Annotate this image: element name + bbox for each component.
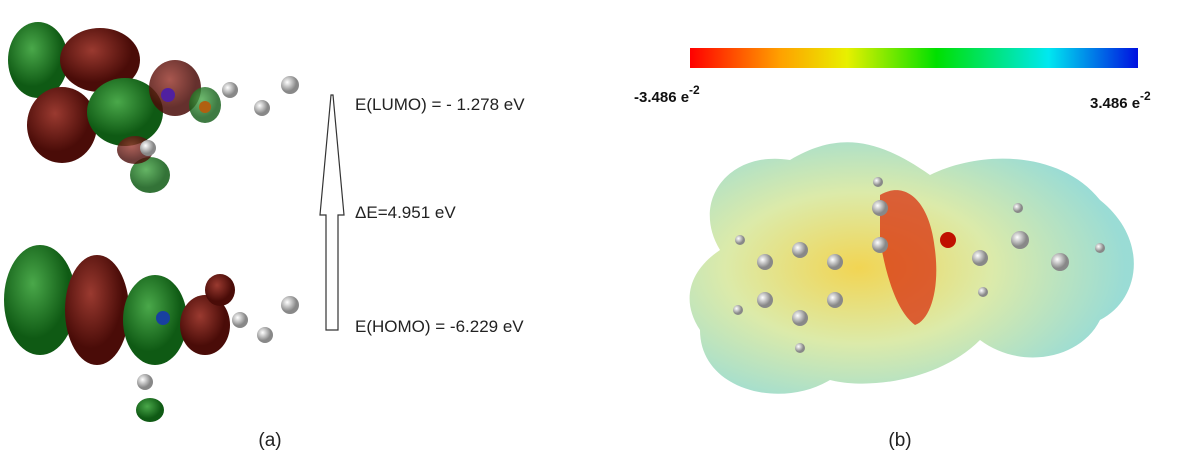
min-base: -3.486 e <box>634 89 689 106</box>
gap-label: ΔE=4.951 eV <box>355 203 456 222</box>
homo-lumo-orbitals: E(LUMO) = - 1.278 eV ΔE=4.951 eV E(HOMO)… <box>4 22 525 451</box>
min-exponent: -2 <box>689 83 700 97</box>
oxygen-atom <box>940 232 956 248</box>
colorbar-min-label: -3.486 e-2 <box>634 83 700 106</box>
figure: E(LUMO) = - 1.278 eV ΔE=4.951 eV E(HOMO)… <box>0 0 1190 462</box>
lumo-label: E(LUMO) = - 1.278 eV <box>355 95 525 114</box>
esp-map: -3.486 e-2 3.486 e-2 (b) <box>634 48 1151 451</box>
homo-orbital <box>4 245 299 422</box>
max-exponent: -2 <box>1140 89 1151 103</box>
caption-a: (a) <box>258 430 281 451</box>
colorbar <box>690 48 1138 68</box>
max-base: 3.486 e <box>1090 95 1140 112</box>
caption-b: (b) <box>888 430 911 451</box>
energy-gap-arrow <box>320 95 344 330</box>
page: E(LUMO) = - 1.278 eV ΔE=4.951 eV E(HOMO)… <box>0 0 1190 462</box>
homo-label: E(HOMO) = -6.229 eV <box>355 317 524 336</box>
lumo-orbital <box>8 22 299 193</box>
colorbar-max-label: 3.486 e-2 <box>1090 89 1151 112</box>
